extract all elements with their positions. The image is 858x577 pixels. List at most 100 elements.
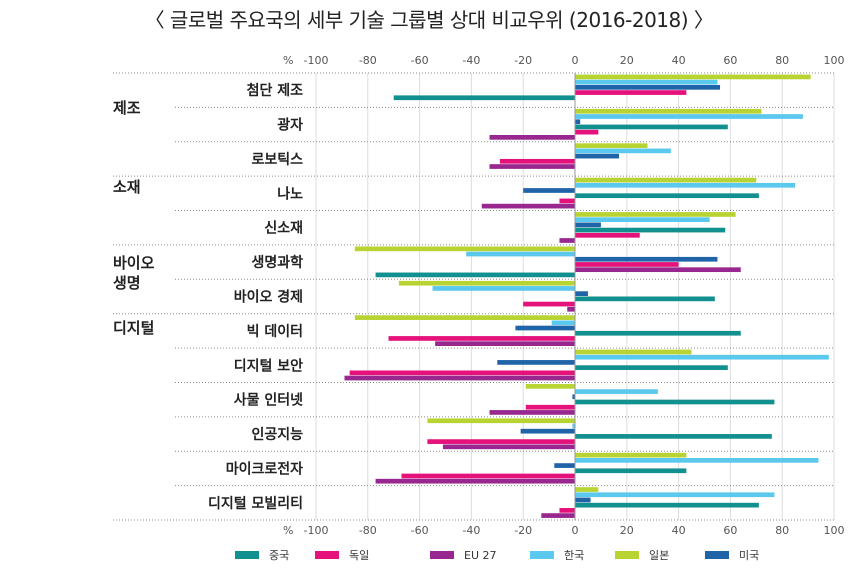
- x-tick-label-bottom: -80: [359, 524, 377, 537]
- x-tick-label-top: -80: [359, 54, 377, 67]
- x-tick-label-bottom: 60: [723, 524, 737, 537]
- x-tick-label-bottom: -40: [462, 524, 480, 537]
- category-label: 바이오 경제: [234, 289, 303, 306]
- bar: [575, 330, 741, 336]
- bar: [499, 158, 575, 164]
- bar: [575, 108, 762, 114]
- bar: [575, 222, 601, 228]
- x-tick-label-top: 60: [723, 54, 737, 67]
- bar: [375, 272, 575, 278]
- bar: [559, 238, 575, 243]
- category-label: 나노: [277, 186, 303, 202]
- bar: [354, 246, 575, 252]
- bar: [375, 478, 575, 484]
- category-label: 인공지능: [251, 426, 303, 443]
- x-tick-label-bottom: 80: [775, 524, 789, 537]
- category-label: 디지털 보안: [234, 357, 303, 374]
- bar: [481, 203, 575, 209]
- bar: [427, 439, 575, 444]
- group-label: 생명: [113, 274, 141, 292]
- category-label: 디지털 모빌리티: [208, 495, 303, 512]
- bar: [349, 370, 575, 376]
- category-label: 신소재: [264, 221, 303, 237]
- category-label: 생명과학: [251, 254, 303, 271]
- bar: [575, 434, 772, 439]
- bar: [489, 164, 575, 169]
- bar: [575, 114, 803, 119]
- group-label: 제조: [113, 99, 141, 117]
- bar: [525, 384, 575, 389]
- bar: [575, 502, 759, 508]
- bar: [575, 124, 728, 130]
- bar: [575, 399, 775, 405]
- bar: [575, 492, 775, 498]
- bar: [466, 251, 575, 257]
- bar: [525, 404, 575, 410]
- legend-label: 일본: [649, 548, 669, 562]
- x-tick-label-top: -20: [514, 54, 532, 67]
- category-label: 첨단 제조: [247, 82, 304, 99]
- bar: [388, 336, 575, 341]
- legend-label: 한국: [564, 549, 584, 562]
- x-tick-label-bottom: 100: [824, 524, 845, 537]
- bar: [489, 134, 575, 140]
- category-label: 로보틱스: [251, 151, 303, 168]
- legend-swatch: [615, 551, 639, 559]
- bar: [559, 508, 575, 513]
- bar: [575, 365, 728, 370]
- bar: [575, 389, 658, 394]
- x-tick-label-top: -100: [304, 54, 329, 67]
- bar: [575, 468, 687, 474]
- bar: [575, 262, 679, 267]
- bar: [554, 463, 575, 468]
- bar: [344, 375, 575, 381]
- x-tick-label-top: 0: [572, 54, 579, 67]
- bar: [575, 497, 591, 503]
- x-tick-label-bottom: 0: [572, 524, 579, 537]
- category-label: 마이크로전자: [226, 460, 303, 477]
- bar: [575, 79, 718, 85]
- chart-title: 〈 글로벌 주요국의 세부 기술 그룹별 상대 비교우위 (2016-2018)…: [144, 8, 714, 32]
- legend-label: EU 27: [464, 549, 497, 562]
- bar: [575, 212, 736, 217]
- bar: [575, 153, 620, 159]
- bar: [398, 280, 575, 286]
- bar: [572, 394, 575, 400]
- bar: [575, 182, 796, 188]
- bar: [523, 301, 575, 307]
- bar: [575, 458, 819, 463]
- unit-label-bottom: %: [283, 524, 293, 537]
- category-label: 빅 데이터: [247, 323, 303, 340]
- bar: [435, 341, 575, 347]
- bar: [567, 306, 575, 312]
- bar: [575, 129, 599, 135]
- x-tick-label-top: 80: [775, 54, 789, 67]
- bar: [551, 320, 575, 326]
- category-label: 사물 인터넷: [234, 392, 303, 409]
- bar: [575, 296, 715, 302]
- bar: [575, 452, 687, 458]
- bar: [575, 487, 599, 492]
- bar: [575, 74, 811, 80]
- x-tick-label-bottom: -20: [514, 524, 532, 537]
- group-label: 바이오: [113, 254, 155, 272]
- bar: [575, 148, 671, 154]
- bar: [541, 513, 575, 518]
- x-tick-label-top: -40: [462, 54, 480, 67]
- bar: [432, 286, 575, 291]
- group-label: 소재: [113, 178, 141, 196]
- bar: [572, 423, 575, 429]
- legend-label: 미국: [739, 549, 759, 562]
- bar: [427, 418, 575, 424]
- bar: [575, 217, 710, 223]
- legend-swatch: [530, 551, 554, 559]
- legend-swatch: [235, 551, 259, 559]
- bar: [401, 473, 575, 479]
- x-tick-label-bottom: -100: [304, 524, 329, 537]
- bar: [497, 360, 575, 365]
- legend-swatch: [430, 551, 454, 559]
- bar: [575, 227, 726, 233]
- bar: [575, 177, 757, 183]
- x-tick-label-top: -60: [411, 54, 429, 67]
